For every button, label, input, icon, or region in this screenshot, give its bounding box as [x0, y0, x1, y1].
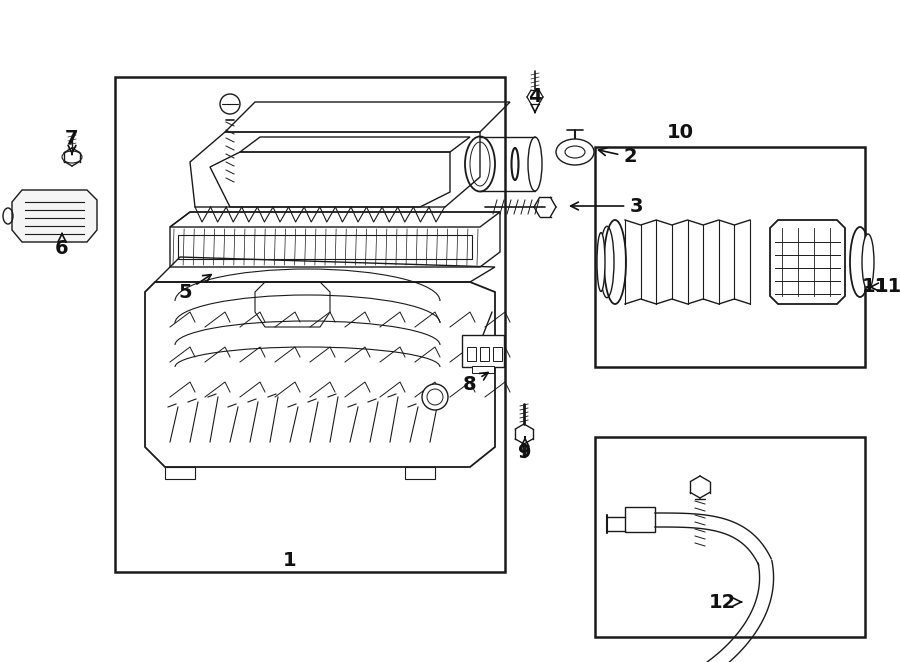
Bar: [467, 347, 476, 361]
Ellipse shape: [862, 234, 874, 290]
Bar: [480, 347, 489, 361]
Text: 1: 1: [284, 551, 297, 569]
Text: 12: 12: [708, 592, 742, 612]
Bar: [405, 467, 435, 479]
Bar: [462, 335, 504, 367]
Text: 9: 9: [518, 437, 532, 461]
Bar: [595, 147, 865, 367]
Bar: [472, 366, 494, 373]
Text: 8: 8: [464, 373, 488, 393]
Text: 3: 3: [571, 197, 643, 216]
Bar: [493, 347, 502, 361]
Ellipse shape: [597, 232, 605, 291]
Bar: [165, 467, 195, 479]
Text: 11: 11: [867, 277, 900, 297]
Bar: [115, 77, 505, 572]
Text: 2: 2: [598, 148, 637, 167]
Polygon shape: [12, 190, 97, 242]
Text: 7: 7: [65, 130, 79, 154]
Bar: [178, 235, 472, 259]
Text: 6: 6: [55, 234, 68, 258]
Circle shape: [422, 384, 448, 410]
Text: 11: 11: [861, 277, 888, 297]
Text: 10: 10: [667, 122, 694, 142]
Text: 4: 4: [528, 87, 542, 113]
Bar: [625, 507, 655, 532]
Text: 5: 5: [178, 275, 212, 301]
Bar: [595, 437, 865, 637]
Ellipse shape: [556, 139, 594, 165]
